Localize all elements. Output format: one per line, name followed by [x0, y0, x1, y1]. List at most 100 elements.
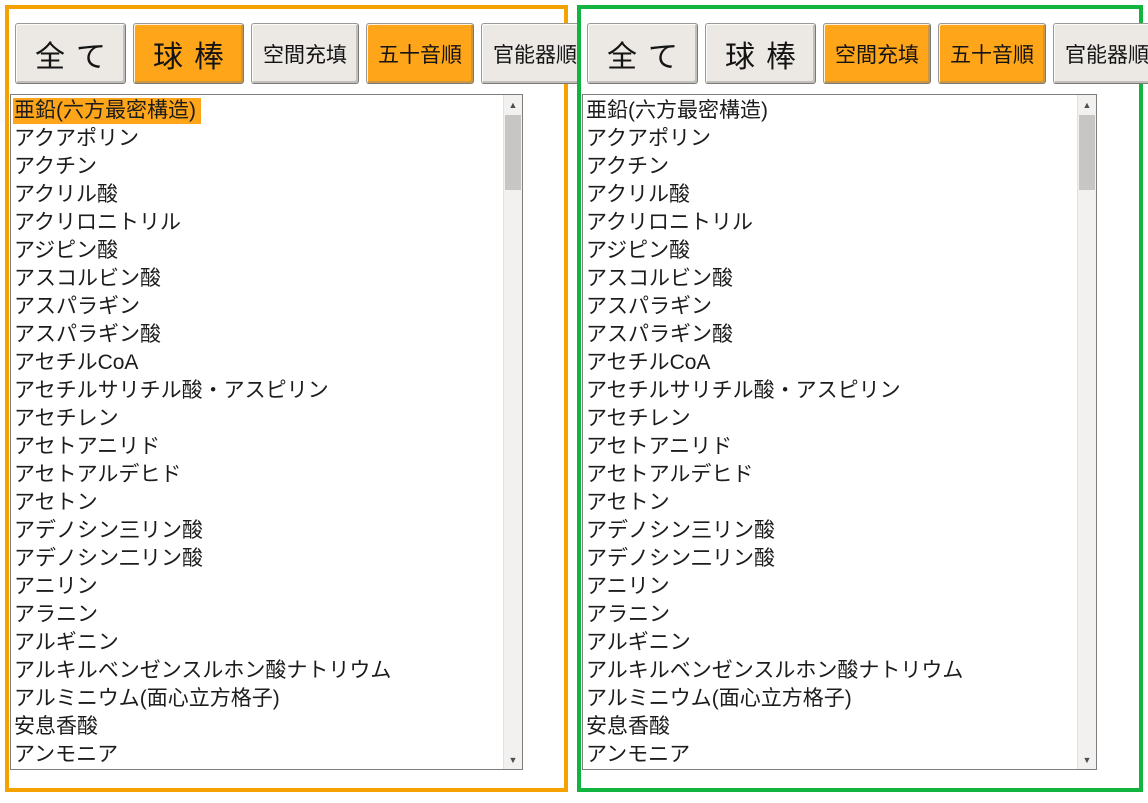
list-item[interactable]: アスパラギン酸: [585, 321, 1077, 349]
scroll-down-icon[interactable]: ▼: [1082, 754, 1092, 765]
list-item[interactable]: アスコルビン酸: [13, 265, 503, 293]
scrollbar[interactable]: ▲ ▼: [1077, 95, 1096, 769]
scroll-up-icon[interactable]: ▲: [1082, 99, 1092, 110]
list-item[interactable]: アセトアルデヒド: [585, 461, 1077, 489]
list-item[interactable]: 安息香酸: [13, 713, 503, 741]
list-item[interactable]: アクチン: [585, 153, 1077, 181]
molecule-listbox-left[interactable]: 亜鉛(六方最密構造) アクアポリン アクチン アクリル酸 アクリロニトリル アジピン酸 アス…: [10, 94, 523, 770]
list-item-label: アラニン: [14, 603, 98, 626]
list-item-label: アスパラギン: [14, 295, 140, 318]
list-item-label: アルキルベンゼンスルホン酸ナトリウム: [586, 659, 964, 682]
list-item[interactable]: アセトアニリド: [13, 433, 503, 461]
molecule-listbox-right[interactable]: 亜鉛(六方最密構造) アクアポリン アクチンアクリル酸 アクリロニトリル アジピン酸アス…: [582, 94, 1097, 770]
list-item[interactable]: アラニン: [585, 601, 1077, 629]
list-item[interactable]: アスパラギン: [585, 293, 1077, 321]
list-item-label: アクチン: [586, 155, 669, 178]
list-item[interactable]: アセトアルデヒド: [13, 461, 503, 489]
panel-right: 全て 球棒 空間充填 五十音順 官能器順 亜鉛(六方最密構造) アクアポリン アクチンアクリ…: [577, 5, 1148, 792]
list-item-label: アセトアニリド: [14, 435, 161, 458]
list-item-label: アクリロニトリル: [586, 211, 753, 234]
scrollbar-track[interactable]: [504, 114, 522, 750]
list-item[interactable]: アルキルベンゼンスルホン酸ナトリウム: [585, 657, 1077, 685]
list-item[interactable]: アンモニア: [13, 741, 503, 769]
scroll-up-icon[interactable]: ▲: [508, 99, 518, 110]
list-item[interactable]: アセチレン: [585, 405, 1077, 433]
list-item-label: アクアポリン: [586, 127, 711, 150]
list-item[interactable]: アジピン酸: [585, 237, 1077, 265]
list-item-label: アセトアニリド: [586, 435, 733, 458]
list-item[interactable]: アニリン: [585, 573, 1077, 601]
list-item-label: 安息香酸: [586, 715, 670, 738]
list-item-label: アジピン酸: [586, 239, 691, 262]
list-item-label: アセチルサリチル酸・アスピリン: [14, 379, 329, 402]
list-item[interactable]: アクリル酸: [585, 181, 1077, 209]
list-item[interactable]: アスコルビン酸: [585, 265, 1077, 293]
list-item[interactable]: アルキルベンゼンスルホン酸ナトリウム: [13, 657, 503, 685]
list-item-label: アスコルビン酸: [14, 267, 161, 290]
list-item[interactable]: アラニン: [13, 601, 503, 629]
list-item-label: アセトン: [586, 491, 670, 514]
list-item[interactable]: アクリロニトリル: [13, 209, 503, 237]
list-item[interactable]: アクリル酸: [13, 181, 503, 209]
list-item[interactable]: アセトン: [13, 489, 503, 517]
list-item[interactable]: アジピン酸: [13, 237, 503, 265]
list-item-label: アセチルサリチル酸・アスピリン: [586, 379, 901, 402]
list-item-label: アルギニン: [586, 631, 691, 654]
list-item[interactable]: アデノシン二リン酸: [585, 545, 1077, 573]
list-item-label: アニリン: [14, 575, 98, 598]
list-item[interactable]: アスパラギン酸: [13, 321, 503, 349]
list-item-label: 亜鉛(六方最密構造): [586, 99, 768, 122]
list-item[interactable]: アデノシン三リン酸: [13, 517, 503, 545]
list-item-label: アセチルCoA: [586, 351, 711, 374]
gojuon-order-button[interactable]: 五十音順: [366, 23, 474, 84]
scrollbar[interactable]: ▲ ▼: [503, 95, 522, 769]
list-item-label: アセチレン: [586, 407, 691, 430]
list-item[interactable]: アクリロニトリル: [585, 209, 1077, 237]
molecule-list: 亜鉛(六方最密構造) アクアポリン アクチン アクリル酸 アクリロニトリル アジピン酸 アス…: [11, 95, 503, 769]
gojuon-order-button[interactable]: 五十音順: [938, 23, 1046, 84]
ball-and-stick-button[interactable]: 球棒: [705, 23, 816, 84]
list-item[interactable]: 亜鉛(六方最密構造): [585, 97, 1077, 125]
list-item-label: アセチルCoA: [14, 351, 139, 374]
functional-group-order-button[interactable]: 官能器順: [1053, 23, 1148, 84]
list-item[interactable]: アセチレン: [13, 405, 503, 433]
list-item-label: アスコルビン酸: [586, 267, 733, 290]
scrollbar-thumb[interactable]: [505, 115, 521, 190]
list-item[interactable]: アセチルCoA: [13, 349, 503, 377]
list-item[interactable]: アンモニア: [585, 741, 1077, 769]
list-item-label: アスパラギン酸: [586, 323, 733, 346]
list-item[interactable]: アセチルサリチル酸・アスピリン: [585, 377, 1077, 405]
list-item[interactable]: アクアポリン: [13, 125, 503, 153]
list-item[interactable]: アニリン: [13, 573, 503, 601]
all-button[interactable]: 全て: [587, 23, 698, 84]
list-item[interactable]: アセチルサリチル酸・アスピリン: [13, 377, 503, 405]
list-item[interactable]: アルミニウム(面心立方格子): [13, 685, 503, 713]
list-item-label: 亜鉛(六方最密構造): [13, 98, 201, 124]
list-item[interactable]: アルミニウム(面心立方格子): [585, 685, 1077, 713]
list-item[interactable]: アデノシン三リン酸: [585, 517, 1077, 545]
list-item[interactable]: 安息香酸: [585, 713, 1077, 741]
list-item-label: アセトン: [14, 491, 98, 514]
list-item[interactable]: アルギニン: [585, 629, 1077, 657]
list-item[interactable]: アクアポリン: [585, 125, 1077, 153]
list-item[interactable]: アスパラギン: [13, 293, 503, 321]
list-item[interactable]: アセチルCoA: [585, 349, 1077, 377]
functional-group-order-button[interactable]: 官能器順: [481, 23, 589, 84]
list-item[interactable]: アクチン: [13, 153, 503, 181]
space-filling-button[interactable]: 空間充填: [251, 23, 359, 84]
space-filling-button[interactable]: 空間充填: [823, 23, 931, 84]
list-item-label: アルギニン: [14, 631, 119, 654]
list-item[interactable]: アルギニン: [13, 629, 503, 657]
scrollbar-thumb[interactable]: [1079, 115, 1095, 190]
list-item-label: アニリン: [586, 575, 670, 598]
list-item-label: アルミニウム(面心立方格子): [14, 687, 280, 710]
list-item[interactable]: 亜鉛(六方最密構造): [13, 97, 503, 125]
scroll-down-icon[interactable]: ▼: [508, 754, 518, 765]
ball-and-stick-button[interactable]: 球棒: [133, 23, 244, 84]
list-item-label: アデノシン三リン酸: [586, 519, 775, 542]
all-button[interactable]: 全て: [15, 23, 126, 84]
list-item[interactable]: アセトアニリド: [585, 433, 1077, 461]
list-item[interactable]: アデノシン二リン酸: [13, 545, 503, 573]
list-item[interactable]: アセトン: [585, 489, 1077, 517]
scrollbar-track[interactable]: [1078, 114, 1096, 750]
